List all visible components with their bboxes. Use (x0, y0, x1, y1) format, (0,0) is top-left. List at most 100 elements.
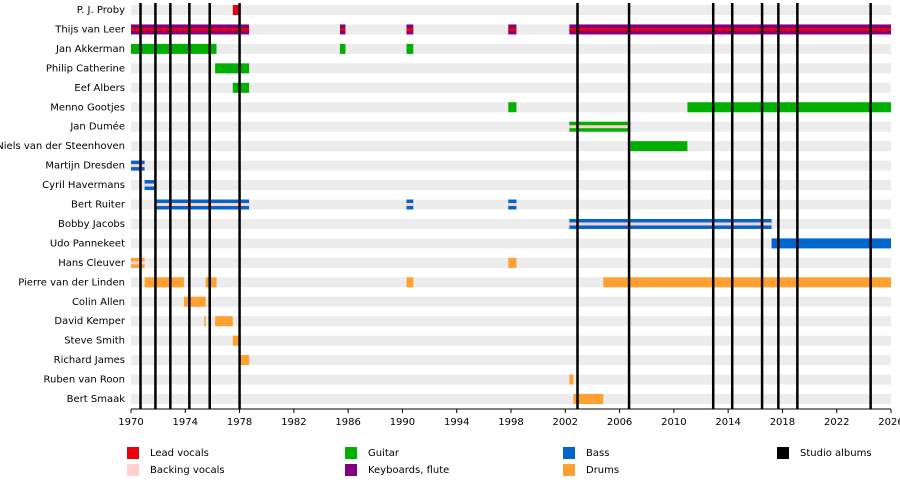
member-span (183, 296, 206, 307)
row-band (131, 82, 891, 93)
row-band (131, 355, 891, 366)
member-span (232, 5, 240, 15)
member-name: Richard James (54, 355, 125, 366)
legend-swatch (777, 447, 789, 459)
row-band (131, 5, 891, 15)
x-tick-label: 2022 (824, 417, 849, 428)
member-name: Jan Dumée (69, 121, 125, 133)
member-span (573, 394, 604, 404)
legend-label: Guitar (368, 448, 400, 459)
row-band (131, 160, 891, 171)
member-name: Jan Akkerman (55, 44, 125, 55)
member-name: Martijn Dresden (45, 161, 125, 172)
member-span (215, 63, 250, 74)
x-tick-label: 2010 (661, 417, 686, 428)
member-span (340, 43, 346, 54)
x-tick-label: 1994 (444, 417, 469, 428)
x-tick-label: 2026 (878, 417, 900, 428)
member-span-secondary (569, 27, 891, 31)
row-band (131, 121, 891, 132)
x-tick-label: 2002 (553, 417, 578, 428)
row-band (131, 296, 891, 307)
row-band (131, 394, 891, 404)
member-name: Udo Pannekeet (50, 238, 125, 249)
member-name: Philip Catherine (46, 63, 125, 74)
member-span-secondary (131, 261, 145, 265)
member-span (131, 43, 217, 54)
member-name: Bert Ruiter (71, 200, 126, 211)
row-band (131, 374, 891, 385)
member-span (569, 374, 574, 385)
member-span-secondary (340, 27, 346, 31)
legend-label: Keyboards, flute (368, 465, 449, 476)
legend-label: Drums (586, 465, 619, 476)
member-span (232, 335, 240, 346)
member-span-secondary (406, 203, 414, 206)
row-band (131, 63, 891, 74)
member-name: Ruben van Roon (44, 375, 126, 386)
member-name: Niels van der Steenhoven (0, 141, 125, 152)
member-span (603, 277, 891, 288)
member-span-secondary (406, 27, 414, 31)
legend-label: Bass (586, 448, 609, 459)
member-span (406, 43, 414, 54)
member-span-secondary (508, 27, 517, 31)
member-span (687, 102, 891, 113)
row-band (131, 43, 891, 54)
member-name: Eef Albers (74, 83, 125, 94)
row-band (131, 277, 891, 288)
member-name: Cyril Havermans (42, 180, 125, 191)
legend-swatch (563, 447, 575, 459)
member-span (508, 102, 517, 113)
legend-swatch (563, 464, 575, 476)
x-tick-label: 1970 (118, 417, 143, 428)
legend-label: Backing vocals (150, 465, 225, 476)
member-name: David Kemper (54, 316, 126, 327)
x-tick-label: 1978 (227, 417, 252, 428)
member-span (232, 82, 250, 93)
row-band (131, 218, 891, 229)
member-name: Menno Gootjes (50, 102, 125, 113)
member-span (204, 316, 206, 327)
member-name: P. J. Proby (77, 5, 125, 16)
legend-swatch (127, 447, 139, 459)
member-span (508, 257, 517, 268)
x-tick-label: 1998 (498, 417, 523, 428)
member-span-secondary (569, 222, 772, 226)
member-name: Thijs van Leer (54, 24, 126, 35)
member-span-secondary (508, 203, 517, 206)
row-band (131, 180, 891, 191)
x-tick-label: 1982 (281, 417, 306, 428)
x-tick-label: 1986 (335, 417, 360, 428)
member-span-secondary (131, 164, 145, 168)
legend-label: Lead vocals (150, 448, 209, 459)
member-span-secondary (155, 203, 250, 206)
member-name: Steve Smith (64, 336, 125, 347)
legend-swatch (345, 447, 357, 459)
member-span-secondary (144, 183, 156, 187)
x-tick-label: 2018 (770, 417, 795, 428)
x-tick-label: 2006 (607, 417, 632, 428)
member-span (406, 277, 414, 288)
member-name: Bobby Jacobs (58, 219, 125, 230)
member-name: Colin Allen (72, 297, 125, 308)
x-tick-label: 1990 (390, 417, 415, 428)
member-name: Bert Smaak (67, 394, 126, 405)
member-span (771, 238, 891, 249)
member-span (144, 277, 184, 288)
member-name: Pierre van der Linden (18, 277, 125, 288)
member-span (239, 355, 250, 366)
member-span-secondary (569, 125, 631, 129)
member-span (630, 141, 688, 152)
x-tick-label: 1974 (173, 417, 198, 428)
legend-swatch (345, 464, 357, 476)
row-band (131, 141, 891, 152)
member-span (215, 316, 233, 327)
legend-swatch (127, 464, 139, 476)
member-span (205, 277, 217, 288)
member-name: Hans Cleuver (58, 258, 126, 269)
row-band (131, 316, 891, 327)
row-band (131, 335, 891, 346)
row-band (131, 238, 891, 249)
